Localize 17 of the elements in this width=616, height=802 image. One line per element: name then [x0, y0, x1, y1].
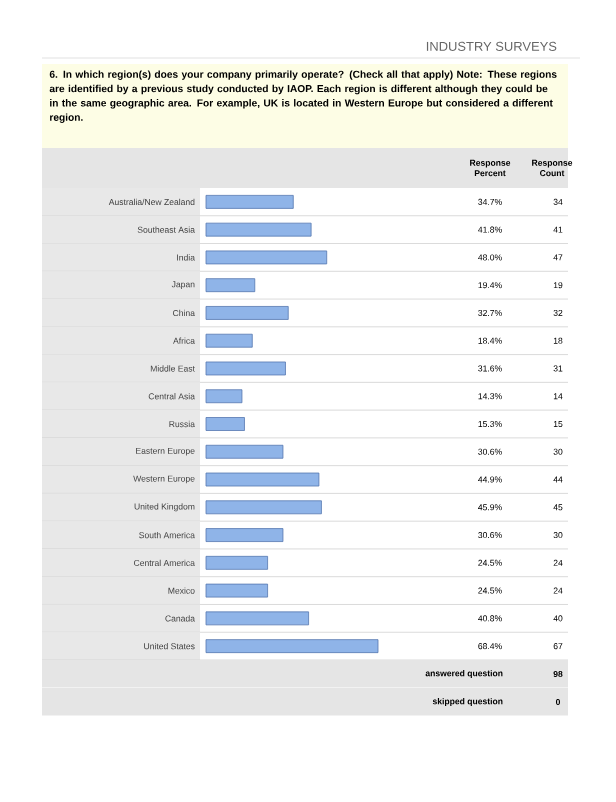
bar — [205, 361, 286, 376]
bar — [205, 611, 309, 626]
bar — [205, 417, 245, 431]
bar — [205, 583, 269, 598]
bar — [205, 444, 284, 459]
bar — [205, 250, 328, 265]
bar — [205, 500, 322, 515]
bar — [205, 389, 243, 404]
bar — [205, 194, 294, 209]
bar — [205, 528, 284, 542]
bar — [205, 639, 379, 654]
bar — [205, 472, 320, 487]
bar — [205, 222, 312, 237]
bar — [205, 555, 269, 570]
bar — [205, 306, 289, 320]
bar — [205, 333, 253, 348]
bar — [205, 278, 256, 293]
